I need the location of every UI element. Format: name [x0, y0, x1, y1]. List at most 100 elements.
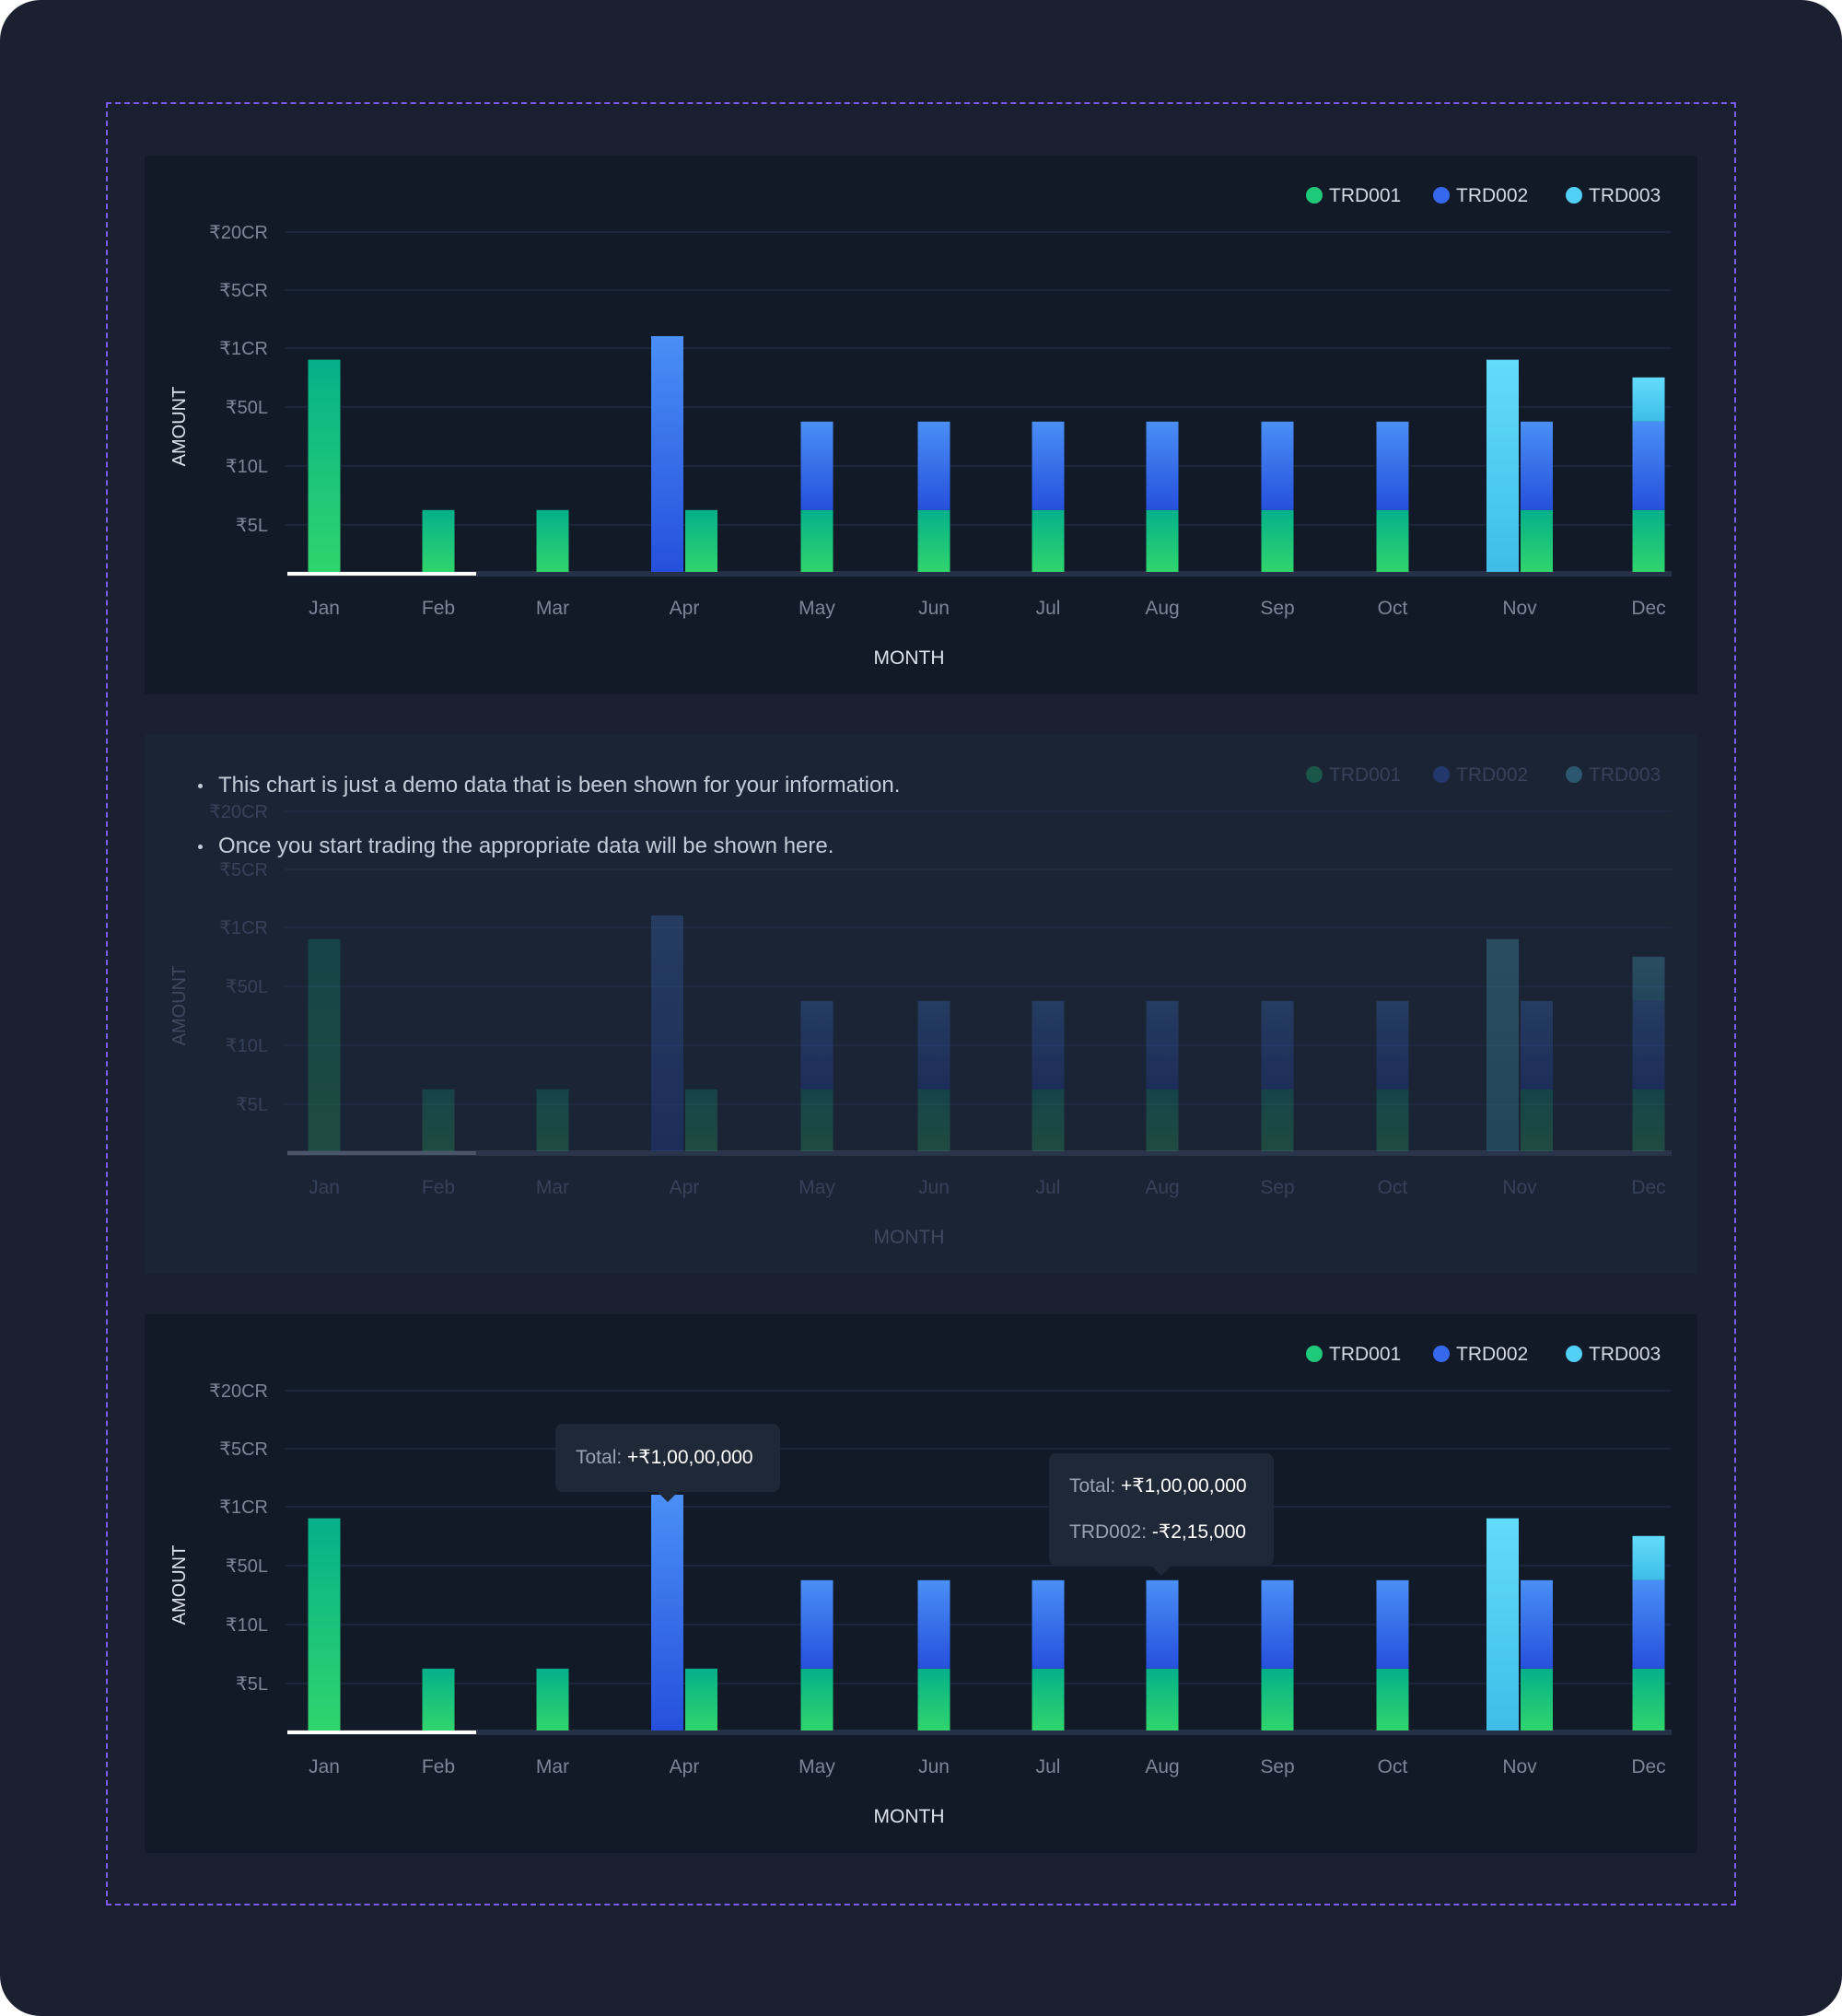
- bar-jun-trd001[interactable]: [917, 1089, 950, 1151]
- legend-swatch: [1306, 187, 1323, 204]
- bar-dec-trd002[interactable]: [1632, 1000, 1665, 1090]
- bar-aug-trd001[interactable]: [1146, 509, 1179, 572]
- demo-notes: This chart is just a demo data that is b…: [198, 772, 900, 893]
- bar-jun-trd002[interactable]: [917, 1579, 950, 1669]
- bar-apr-trd002[interactable]: [651, 336, 683, 572]
- bar-sep-trd002[interactable]: [1261, 1579, 1294, 1669]
- bar-may-trd002[interactable]: [800, 1000, 834, 1090]
- bar-oct-trd002[interactable]: [1376, 421, 1409, 510]
- legend-label[interactable]: TRD003: [1589, 1344, 1661, 1365]
- bar-jul-trd001[interactable]: [1032, 1089, 1065, 1151]
- bar-jun-trd002[interactable]: [917, 421, 950, 510]
- bar-jun-trd001[interactable]: [917, 1668, 950, 1730]
- bar-oct-trd001[interactable]: [1376, 1668, 1409, 1730]
- bar-sep-trd002[interactable]: [1261, 1000, 1294, 1090]
- dashed-container: [106, 102, 1736, 1905]
- bar-apr-trd001[interactable]: [685, 1089, 717, 1151]
- bar-jul-trd002[interactable]: [1032, 1000, 1065, 1090]
- bar-oct-trd001[interactable]: [1376, 509, 1409, 572]
- bar-may-trd001[interactable]: [800, 509, 834, 572]
- bar-jan-trd001[interactable]: [308, 359, 341, 572]
- bar-nov-trd003[interactable]: [1486, 938, 1519, 1151]
- bar-mar-trd001[interactable]: [536, 509, 569, 572]
- bar-may-trd001[interactable]: [800, 1668, 834, 1730]
- bar-apr-trd001[interactable]: [685, 509, 717, 572]
- x-tick-label: Feb: [422, 1756, 455, 1777]
- bar-sep-trd001[interactable]: [1261, 1089, 1294, 1151]
- bar-jul-trd002[interactable]: [1032, 1579, 1065, 1669]
- x-tick-label: Nov: [1502, 1756, 1537, 1777]
- bar-aug-trd001[interactable]: [1146, 1668, 1179, 1730]
- bar-jun-trd002[interactable]: [917, 1000, 950, 1090]
- legend-label[interactable]: TRD003: [1589, 764, 1661, 786]
- tooltip-label: TRD002:: [1069, 1521, 1148, 1543]
- bar-dec-trd003[interactable]: [1632, 956, 1665, 1001]
- x-tick-label: Jun: [918, 598, 950, 619]
- bar-aug-trd002[interactable]: [1146, 421, 1179, 510]
- bar-jan-trd001[interactable]: [308, 1518, 341, 1730]
- y-tick-label: ₹10L: [226, 1615, 268, 1636]
- bar-oct-trd002[interactable]: [1376, 1000, 1409, 1090]
- bar-aug-trd002[interactable]: [1146, 1579, 1179, 1669]
- x-tick-label: Jul: [1036, 1756, 1061, 1777]
- demo-note: Once you start trading the appropriate d…: [198, 833, 900, 860]
- bar-aug-trd001[interactable]: [1146, 1089, 1179, 1151]
- tooltip-apr: Total: +₹1,00,00,000: [555, 1424, 780, 1502]
- bar-sep-trd001[interactable]: [1261, 1668, 1294, 1730]
- bar-nov-trd002[interactable]: [1521, 421, 1553, 510]
- y-tick-label: ₹1CR: [219, 339, 268, 359]
- y-tick-label: ₹5CR: [219, 860, 268, 880]
- bar-oct-trd002[interactable]: [1376, 1579, 1409, 1669]
- bar-dec-trd002[interactable]: [1632, 421, 1665, 510]
- legend-label[interactable]: TRD002: [1456, 764, 1528, 786]
- bar-dec-trd001[interactable]: [1632, 509, 1665, 572]
- bar-mar-trd001[interactable]: [536, 1668, 569, 1730]
- bar-nov-trd003[interactable]: [1486, 359, 1519, 572]
- x-tick-label: May: [799, 598, 835, 619]
- bar-may-trd002[interactable]: [800, 1579, 834, 1669]
- bar-sep-trd001[interactable]: [1261, 509, 1294, 572]
- legend-label[interactable]: TRD002: [1456, 1344, 1528, 1365]
- bar-may-trd001[interactable]: [800, 1089, 834, 1151]
- legend-label[interactable]: TRD003: [1589, 185, 1661, 206]
- bar-jul-trd001[interactable]: [1032, 509, 1065, 572]
- bar-mar-trd001[interactable]: [536, 1089, 569, 1151]
- bar-apr-trd001[interactable]: [685, 1668, 717, 1730]
- bar-dec-trd002[interactable]: [1632, 1579, 1665, 1669]
- bar-dec-trd003[interactable]: [1632, 377, 1665, 422]
- legend-label[interactable]: TRD001: [1329, 1344, 1401, 1365]
- bar-aug-trd002[interactable]: [1146, 1000, 1179, 1090]
- bar-jul-trd001[interactable]: [1032, 1668, 1065, 1730]
- x-axis-title: MONTH: [874, 1806, 945, 1827]
- bar-nov-trd001[interactable]: [1521, 1668, 1553, 1730]
- legend-label[interactable]: TRD001: [1329, 185, 1401, 206]
- bar-feb-trd001[interactable]: [422, 1668, 455, 1730]
- bar-nov-trd002[interactable]: [1521, 1579, 1553, 1669]
- legend-swatch: [1433, 1346, 1450, 1362]
- x-tick-label: Aug: [1145, 598, 1179, 619]
- bar-jan-trd001[interactable]: [308, 938, 341, 1151]
- x-tick-label: Sep: [1260, 598, 1294, 619]
- bar-jul-trd002[interactable]: [1032, 421, 1065, 510]
- x-tick-label: Jun: [918, 1177, 950, 1198]
- bar-feb-trd001[interactable]: [422, 509, 455, 572]
- bar-nov-trd003[interactable]: [1486, 1518, 1519, 1730]
- chart-panel-2-demo: ₹20CR ₹5CR ₹1CR ₹50L ₹10L ₹5L Jan Feb Mar Apr May J…: [145, 735, 1697, 1274]
- bar-nov-trd001[interactable]: [1521, 509, 1553, 572]
- bar-jun-trd001[interactable]: [917, 509, 950, 572]
- bar-apr-trd002[interactable]: [651, 1495, 683, 1730]
- bar-dec-trd001[interactable]: [1632, 1668, 1665, 1730]
- bar-nov-trd002[interactable]: [1521, 1000, 1553, 1090]
- bar-dec-trd003[interactable]: [1632, 1535, 1665, 1580]
- bar-nov-trd001[interactable]: [1521, 1089, 1553, 1151]
- bar-oct-trd001[interactable]: [1376, 1089, 1409, 1151]
- legend-label[interactable]: TRD002: [1456, 185, 1528, 206]
- bar-apr-trd002[interactable]: [651, 915, 683, 1151]
- legend-label[interactable]: TRD001: [1329, 764, 1401, 786]
- bar-feb-trd001[interactable]: [422, 1089, 455, 1151]
- tooltip-label: Total:: [1069, 1475, 1116, 1497]
- bar-dec-trd001[interactable]: [1632, 1089, 1665, 1151]
- bar-chart: ₹20CR ₹5CR ₹1CR ₹50L ₹10L ₹5L Jan Feb Mar Apr May J…: [169, 764, 1672, 1248]
- bar-may-trd002[interactable]: [800, 421, 834, 510]
- bar-sep-trd002[interactable]: [1261, 421, 1294, 510]
